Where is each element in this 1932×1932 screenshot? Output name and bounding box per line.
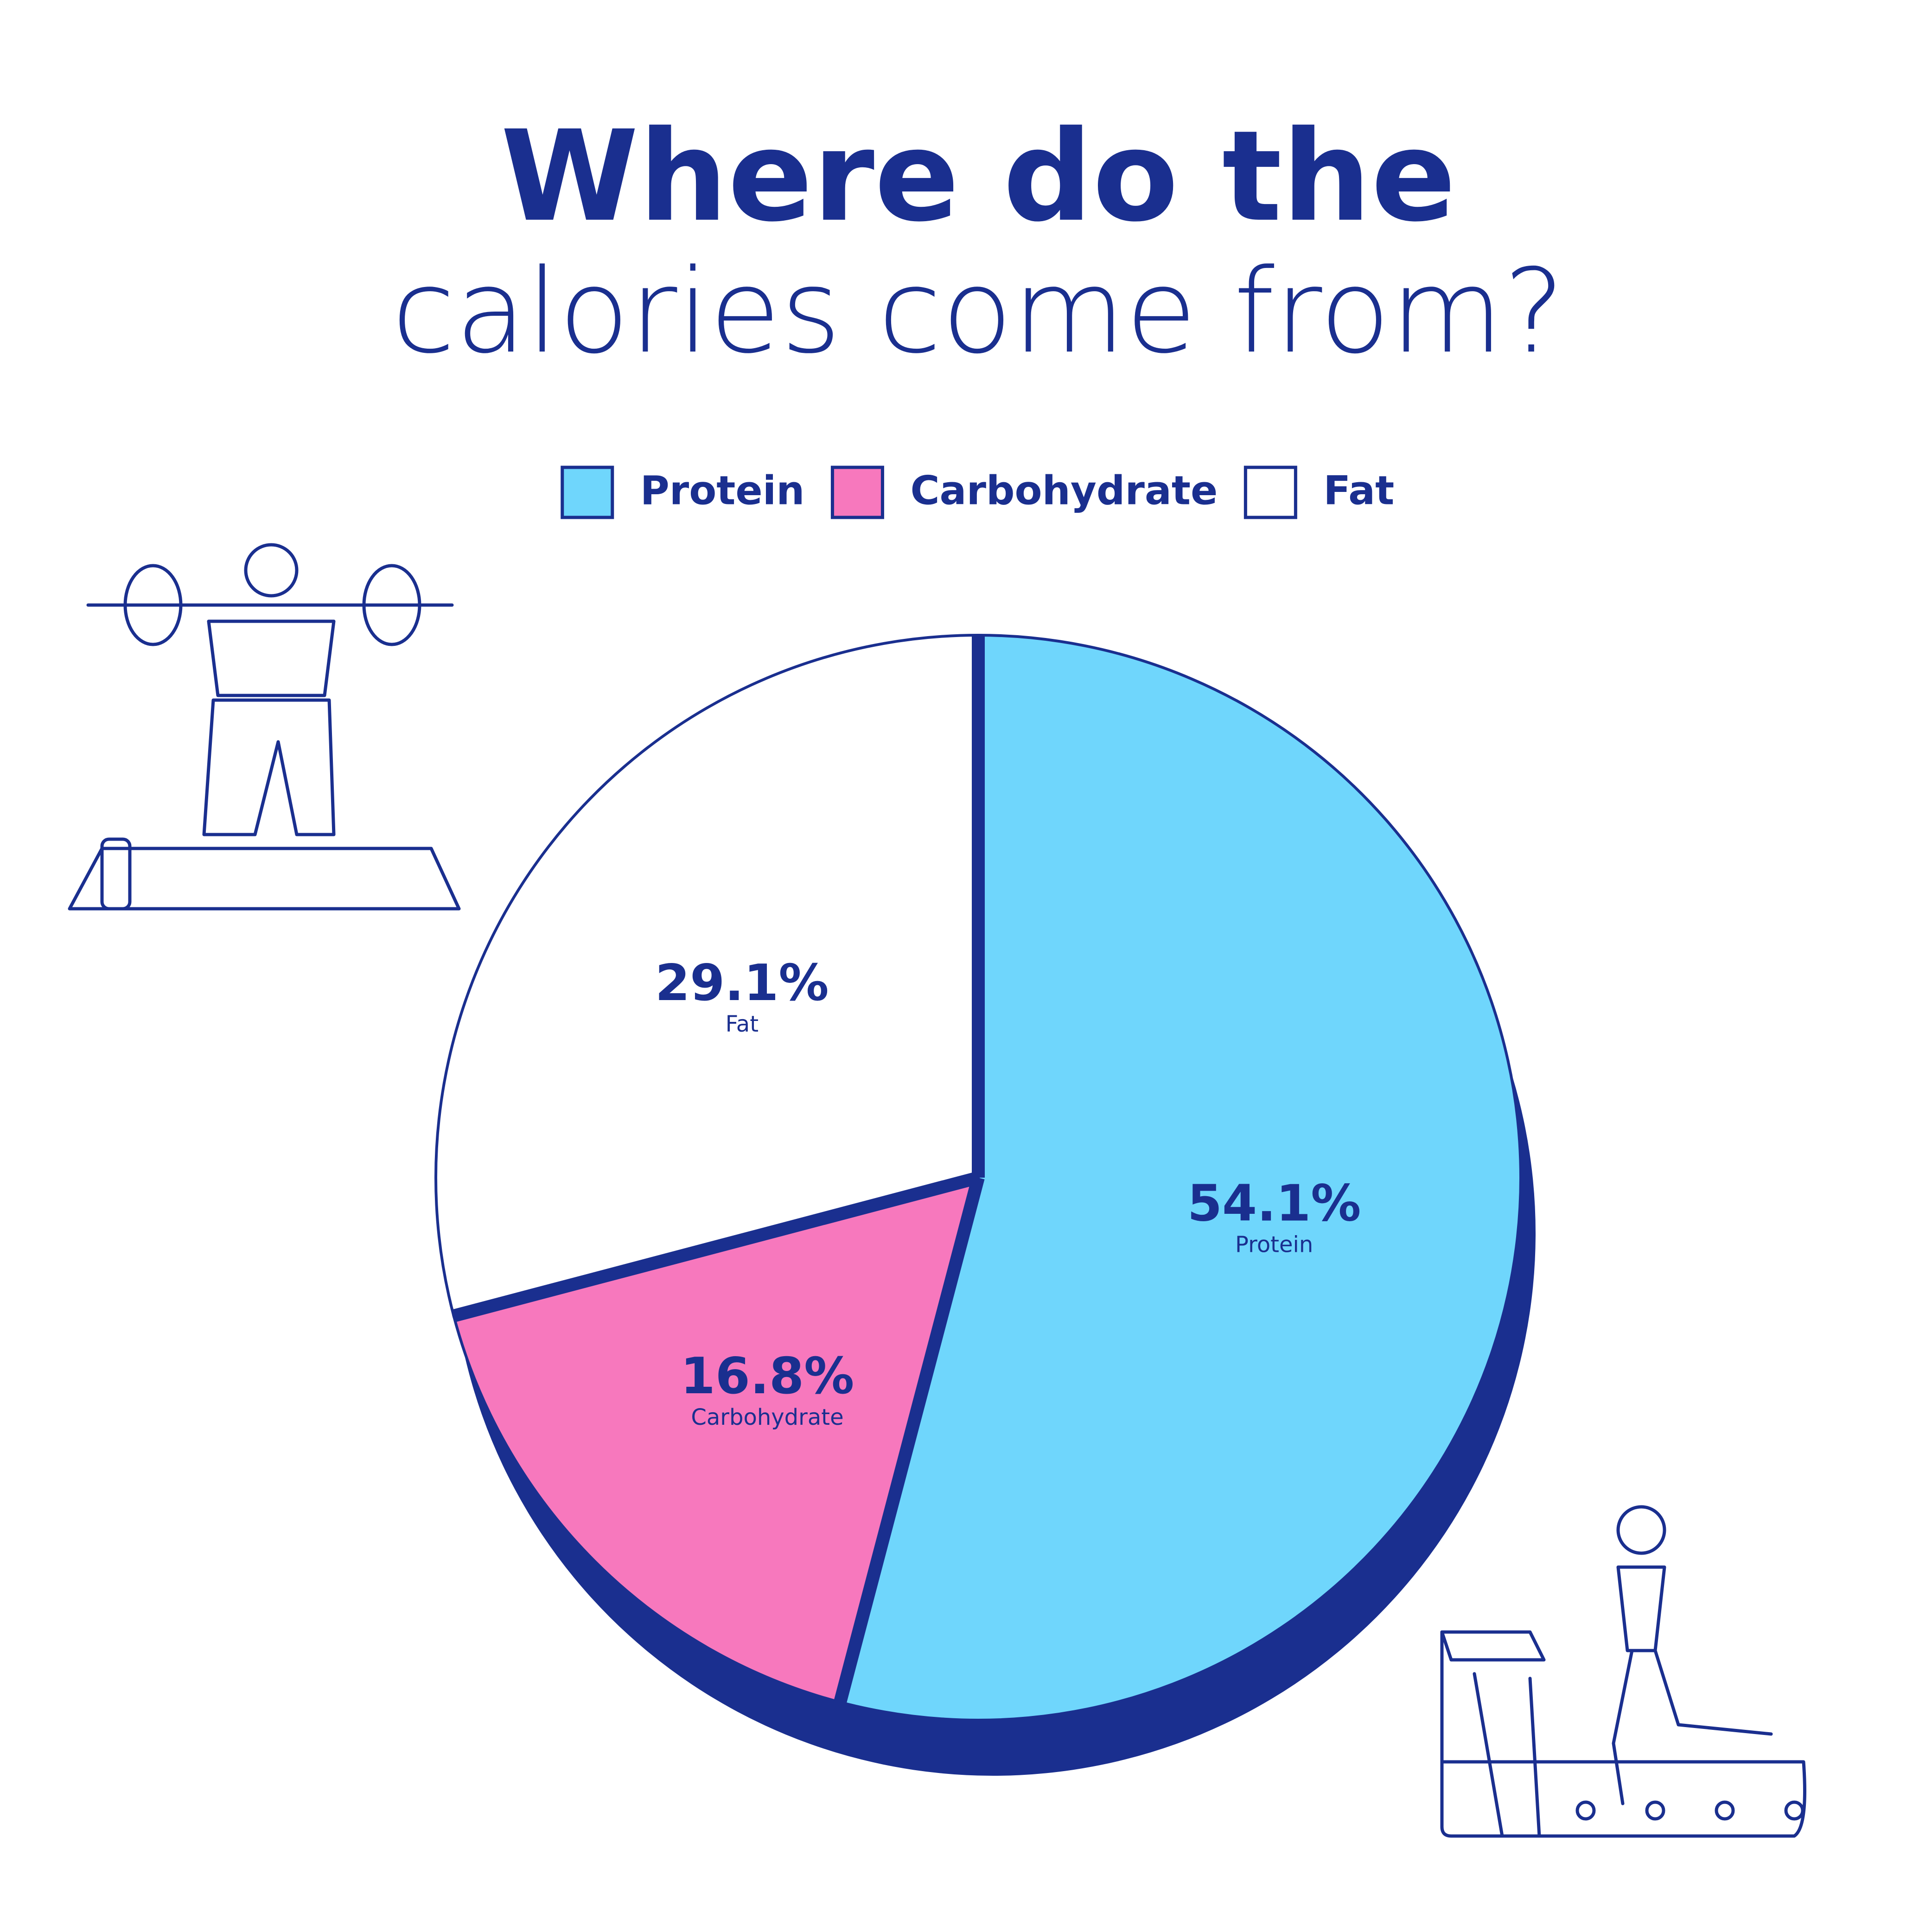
- legend-swatch: [1243, 465, 1297, 519]
- runner-illustration: [1440, 1505, 1806, 1838]
- weightlifter-illustration: [68, 543, 461, 911]
- legend-label: Carbohydrate: [910, 467, 1218, 514]
- legend-swatch: [830, 465, 884, 519]
- slice-separator: [834, 1176, 985, 1704]
- data-label: 54.1%: [1187, 1174, 1361, 1232]
- slice-separator: [452, 1171, 980, 1322]
- chart-subtitle: calories come from?: [392, 244, 1565, 379]
- legend-label: Fat: [1323, 467, 1394, 514]
- legend-label: Protein: [640, 467, 805, 514]
- data-label: 16.8%: [681, 1347, 854, 1405]
- data-label-name: Carbohydrate: [691, 1404, 843, 1430]
- legend-swatch: [561, 465, 614, 519]
- data-label-name: Protein: [1235, 1232, 1313, 1258]
- data-label: 29.1%: [655, 954, 829, 1012]
- pie: 54.1%Protein 16.8%Carbohydrate 29.1%Fat: [434, 633, 1536, 1776]
- pie-slice: [838, 633, 1522, 1722]
- pie-slice: [434, 633, 980, 1318]
- data-label-name: Fat: [726, 1011, 759, 1037]
- pie-slice: [452, 1175, 981, 1704]
- legend: Protein Carbohydrate Fat: [561, 465, 1394, 519]
- chart-title: Where do the: [501, 103, 1456, 249]
